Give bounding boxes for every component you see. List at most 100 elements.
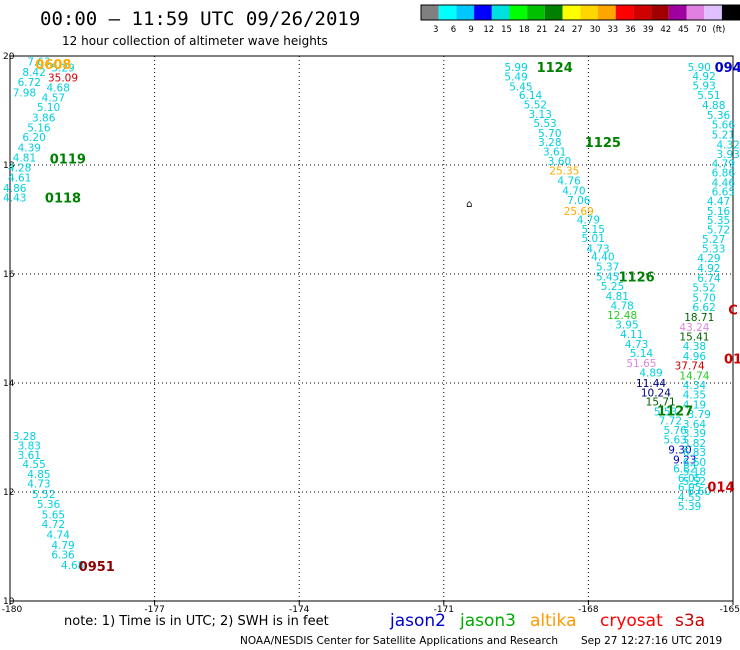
wave-height-label: 18.71 [684,312,714,324]
legend-jason2: jason2 [389,611,446,631]
color-scale-swatch [721,5,740,20]
color-scale-label: 39 [643,25,654,35]
wave-height-label: 10.24 [641,387,671,399]
wave-height-label: 4.28 [8,163,31,175]
color-scale-swatch [456,5,475,20]
wave-height-label: 5.63 [663,435,686,447]
pass-time-label: 1127 [657,404,693,419]
plot-border [9,55,734,602]
wave-height-label: 5.90 [688,62,711,74]
wave-height-label: 4.55 [22,459,45,471]
wave-height-label: 4.76 [557,175,581,187]
legend-jason3: jason3 [459,611,516,631]
wave-height-label: 51.65 [626,358,656,370]
wave-height-label: 4.11 [620,329,643,341]
wave-height-label: 3.13 [529,109,552,121]
wave-height-label: 5.01 [582,233,605,245]
wave-height-label: 7.63 [27,56,50,68]
wave-height-label: 6.86 [712,168,736,180]
plot-frame [9,55,734,602]
wave-height-label: 8.42 [22,67,45,79]
color-scale-label: 15 [501,25,512,35]
color-scale-label: 18 [519,25,530,35]
wave-height-label: 4.73 [27,478,50,490]
wave-height-label: 3.28 [13,431,36,443]
plot-grid [10,56,733,601]
wave-height-label: 4.85 [27,469,50,481]
pass-time-label: 0608 [35,58,71,73]
x-tick-label: -174 [289,605,310,615]
color-scale-swatch [668,5,687,20]
wave-height-label: 5.45 [509,82,532,94]
color-scale-label: 70 [696,25,707,35]
wave-height-label: 4.88 [702,100,725,112]
wave-height-label: 5.72 [707,224,730,236]
wave-height-label: 3.79 [688,409,711,421]
footer-timestamp: Sep 27 12:27:16 UTC 2019 [581,635,722,647]
color-scale-swatch [598,5,616,20]
color-scale-swatch [562,5,581,20]
color-scale-label: 42 [660,25,671,35]
wave-height-label: 4.68 [47,83,70,95]
wave-height-label: 35.09 [48,72,78,84]
pass-time-labels: 0608 0119 0118 0951 1124 1125 1126 1127 094 014 C 0… [35,58,740,575]
wave-height-label: 4.70 [562,186,585,198]
y-tick-label: 10 [3,597,15,607]
wave-height-label: 4.73 [625,339,648,351]
wave-height-label: 6.65 [712,187,735,199]
wave-height-label: 4.72 [42,519,65,531]
wave-height-label: 5.93 [692,80,715,92]
wave-height-label: 5.49 [504,72,527,84]
wave-height-label: 3.39 [683,428,706,440]
wave-height-label: 3.28 [538,137,561,149]
color-scale-swatch [615,5,634,20]
y-tick-label: 18 [3,161,15,171]
wave-height-label: 5.25 [601,281,624,293]
color-scale-swatch [544,5,563,20]
chart-subtitle: 12 hour collection of altimeter wave hei… [62,34,328,48]
wave-height-label: 5.45 [596,272,619,284]
wave-height-label: 5.37 [596,261,619,273]
wave-height-label: 3.61 [543,146,566,158]
wave-height-label: 4.55 [678,492,701,504]
pass-time-label: 094 [715,61,740,76]
wave-height-label: 4.96 [683,351,707,363]
wave-height-label: 4.79 [51,540,74,552]
wave-height-label: 4.89 [639,368,662,380]
y-tick-label: 20 [3,52,15,62]
wave-height-label: 5.52 [692,283,715,295]
wave-height-label: 6.62 [692,302,715,314]
wave-height-label: 7.98 [13,88,36,100]
wave-height-label: 5.14 [630,348,654,360]
wave-height-label: 4.47 [707,196,730,208]
wave-height-label: 6.20 [22,132,45,144]
pass-time-label: 1126 [619,271,655,286]
wave-height-label: 4.61 [8,173,31,185]
color-scale-label: 33 [607,25,618,35]
wave-height-label: 6.05 [678,473,701,485]
pass-time-label: 0951 [79,560,115,575]
pass-time-label: 1124 [537,61,573,76]
color-scale-label: 27 [572,25,583,35]
wave-height-label: 3.82 [683,438,706,450]
wave-height-label: 4.34 [683,380,707,392]
wave-height-label: 4.43 [3,193,26,205]
color-scale-bar: 3 6 9 12 15 18 21 24 27 30 33 36 39 42 45 70 (ft) [420,4,740,35]
color-scale-label: 21 [536,25,547,35]
legend-s3a: s3a [675,611,705,631]
color-scale-label: 6 [451,25,456,35]
wave-height-label: 5.53 [533,118,556,130]
wave-height-label: 3.86 [32,113,56,125]
wave-height-label: 4.73 [586,243,609,255]
color-scale-swatch [633,5,652,20]
wave-height-label: 4.19 [683,399,706,411]
footer-note: note: 1) Time is in UTC; 2) SWH is in fe… [64,614,329,629]
y-axis-ticks: 10 12 14 16 18 20 [3,52,15,607]
legend-altika: altika [530,611,577,631]
wave-height-label: 9.30 [668,444,691,456]
color-scale-swatch [580,5,598,20]
wave-height-label: 4.81 [13,152,36,164]
pass-time-label: 0119 [50,152,86,167]
wave-height-label: 25.69 [564,206,594,218]
color-scale-swatch [509,5,528,20]
